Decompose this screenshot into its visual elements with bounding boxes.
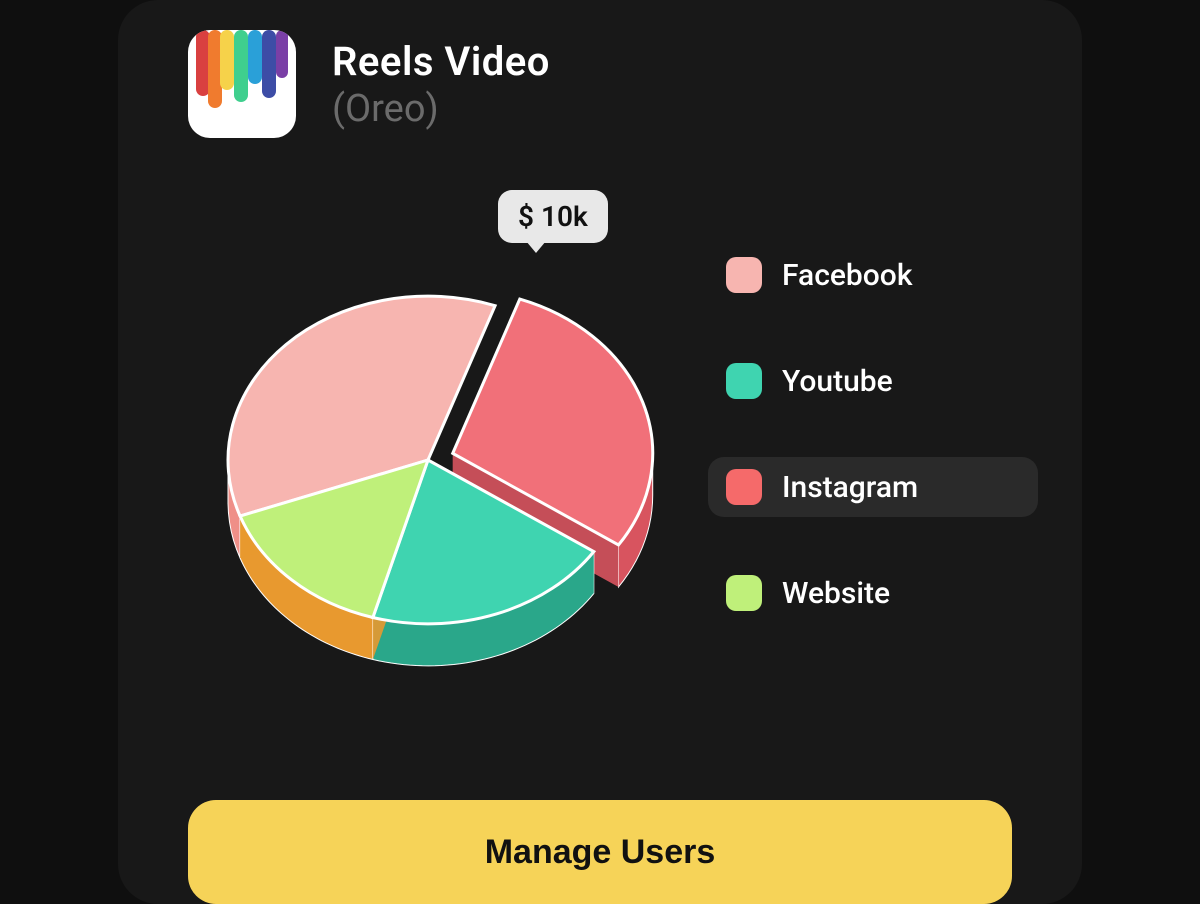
legend-label: Website bbox=[782, 576, 890, 611]
card-title: Reels Video bbox=[332, 38, 550, 85]
legend-swatch bbox=[726, 257, 762, 293]
legend-item-facebook[interactable]: Facebook bbox=[708, 245, 1038, 305]
legend-swatch bbox=[726, 469, 762, 505]
chart-area: $ 10k bbox=[208, 200, 668, 700]
title-block: Reels Video (Oreo) bbox=[332, 38, 550, 131]
pie-chart bbox=[208, 220, 668, 700]
paint-stripes-icon bbox=[188, 30, 296, 138]
card-subtitle: (Oreo) bbox=[332, 87, 550, 131]
legend-swatch bbox=[726, 575, 762, 611]
legend-item-website[interactable]: Website bbox=[708, 563, 1038, 623]
legend-item-youtube[interactable]: Youtube bbox=[708, 351, 1038, 411]
card-header: Reels Video (Oreo) bbox=[188, 30, 550, 138]
app-icon bbox=[188, 30, 296, 138]
legend-label: Instagram bbox=[782, 470, 918, 505]
manage-users-button[interactable]: Manage Users bbox=[188, 800, 1012, 904]
analytics-card: Reels Video (Oreo) $ 10k Facebook Youtube… bbox=[118, 0, 1082, 904]
legend-label: Facebook bbox=[782, 258, 912, 293]
legend-label: Youtube bbox=[782, 364, 893, 399]
legend-item-instagram[interactable]: Instagram bbox=[708, 457, 1038, 517]
chart-legend: Facebook Youtube Instagram Website bbox=[708, 245, 1038, 623]
legend-swatch bbox=[726, 363, 762, 399]
